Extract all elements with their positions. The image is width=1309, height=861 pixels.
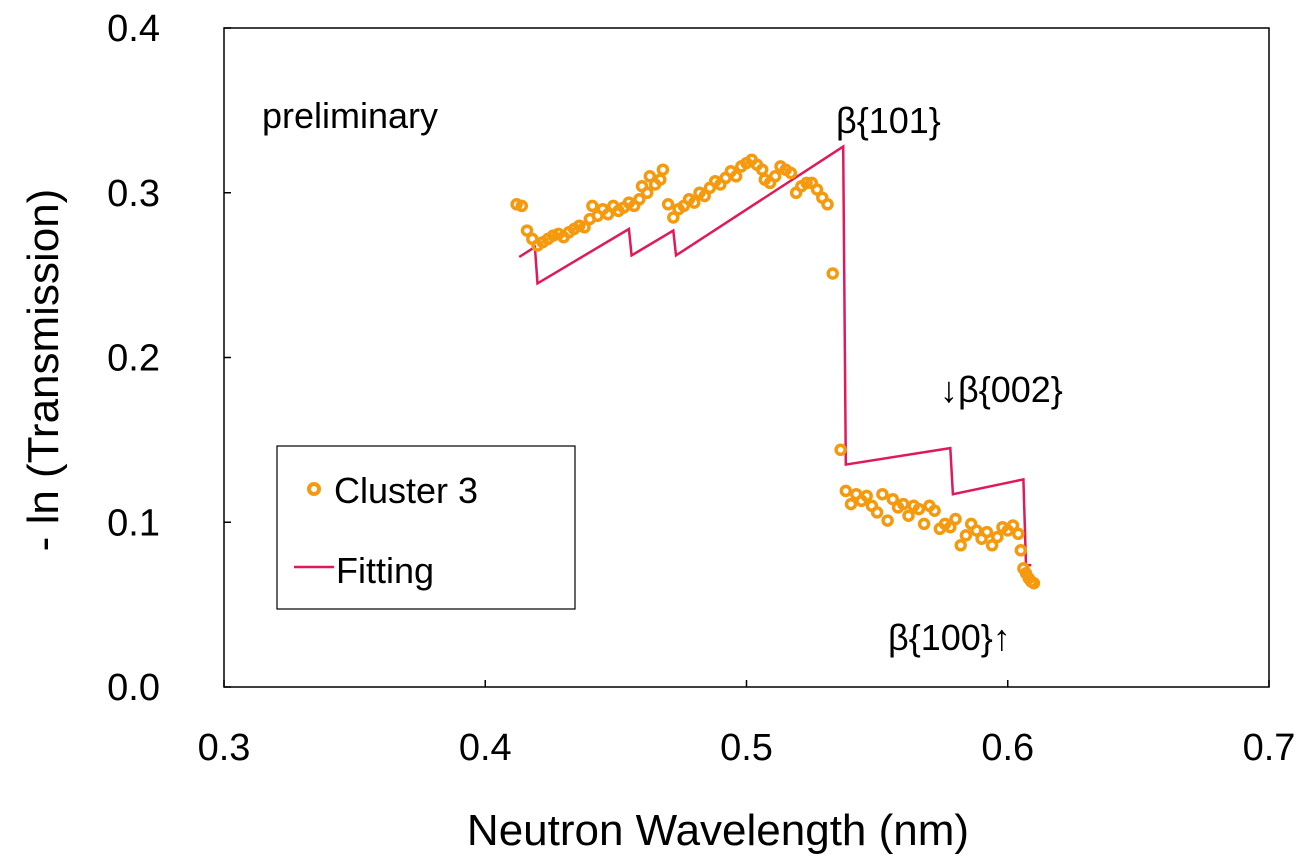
- cluster-3-point: [633, 193, 646, 206]
- cluster-3-point: [667, 211, 680, 224]
- x-tick-label: 0.7: [1243, 727, 1296, 769]
- cluster-3-point: [768, 170, 782, 183]
- annotation-beta-100: β{100}↑: [888, 617, 1011, 658]
- cluster-3-point: [844, 497, 858, 511]
- y-tick-label: 0.4: [107, 8, 160, 50]
- cluster-3-point: [860, 489, 873, 503]
- cluster-3-point: [917, 517, 931, 531]
- cluster-3-point: [839, 484, 853, 498]
- y-tick-label: 0.3: [107, 173, 160, 215]
- cluster-3-point: [834, 443, 847, 457]
- cluster-3-point: [1027, 576, 1041, 590]
- cluster-3-point: [698, 189, 711, 203]
- cluster-3-point: [515, 199, 529, 213]
- cluster-3-point: [870, 506, 884, 519]
- cluster-3-point: [881, 514, 894, 527]
- cluster-3-point: [586, 199, 599, 213]
- cluster-3-point: [1014, 544, 1028, 557]
- x-axis-ticks: 0.3 0.4 0.5 0.6 0.7: [198, 680, 1296, 769]
- cluster-3-point: [949, 512, 962, 526]
- cluster-3-point: [640, 186, 654, 200]
- annotation-beta-101: β{101}: [836, 100, 941, 141]
- fitting-line: [518, 144, 1032, 567]
- cluster-3-point: [688, 196, 701, 209]
- cluster-3-point: [520, 224, 534, 237]
- cluster-3-point: [821, 198, 834, 211]
- cluster-3-point: [876, 487, 889, 501]
- cluster-3-point: [578, 221, 591, 234]
- x-tick-label: 0.6: [981, 727, 1034, 769]
- cluster-3-point: [1011, 527, 1025, 541]
- cluster-3-point: [800, 176, 813, 190]
- cluster-3-point: [954, 539, 967, 552]
- cluster-3-point: [654, 173, 667, 186]
- cluster-3-point: [928, 504, 941, 517]
- cluster-3-point: [959, 529, 973, 542]
- fitting-series: [518, 144, 1032, 567]
- y-tick-label: 0.0: [107, 667, 160, 709]
- cluster-3-point: [1006, 519, 1020, 532]
- cluster-3-point: [980, 525, 994, 539]
- cluster-3-point: [991, 530, 1004, 544]
- y-axis-title: - ln (Transmission): [19, 189, 68, 552]
- legend: Cluster 3 Fitting: [276, 445, 576, 610]
- annotation-beta-002: ↓β{002}: [940, 369, 1063, 410]
- legend-box: [276, 445, 576, 610]
- y-tick-label: 0.2: [107, 338, 160, 380]
- cluster-3-point: [643, 170, 657, 183]
- x-axis-title: Neutron Wavelength (nm): [467, 806, 969, 855]
- cluster-3-point: [944, 520, 957, 534]
- x-tick-label: 0.4: [459, 727, 512, 769]
- cluster-3-point: [912, 502, 926, 516]
- x-tick-label: 0.3: [198, 727, 251, 769]
- cluster-3-point: [656, 163, 670, 176]
- legend-label-cluster-3: Cluster 3: [334, 470, 478, 511]
- cluster-3-point: [826, 267, 839, 280]
- cluster-3-point: [601, 207, 615, 221]
- annotation-preliminary: preliminary: [262, 95, 438, 136]
- cluster-3-point: [729, 170, 743, 183]
- legend-label-fitting: Fitting: [336, 550, 434, 591]
- y-axis-ticks: 0.0 0.1 0.2 0.3 0.4: [107, 8, 231, 709]
- cluster-3-point: [886, 492, 900, 506]
- cluster-3-series: [510, 153, 1041, 590]
- cluster-3-point: [784, 166, 798, 180]
- cluster-3-point: [661, 198, 675, 211]
- cluster-3-point: [755, 163, 769, 176]
- cluster-3-point: [985, 539, 999, 552]
- legend-marker-cluster-3: [307, 482, 321, 496]
- cluster-3-point: [902, 509, 915, 522]
- cluster-3-point: [810, 183, 824, 196]
- x-tick-label: 0.5: [720, 727, 773, 769]
- y-tick-label: 0.1: [107, 502, 160, 544]
